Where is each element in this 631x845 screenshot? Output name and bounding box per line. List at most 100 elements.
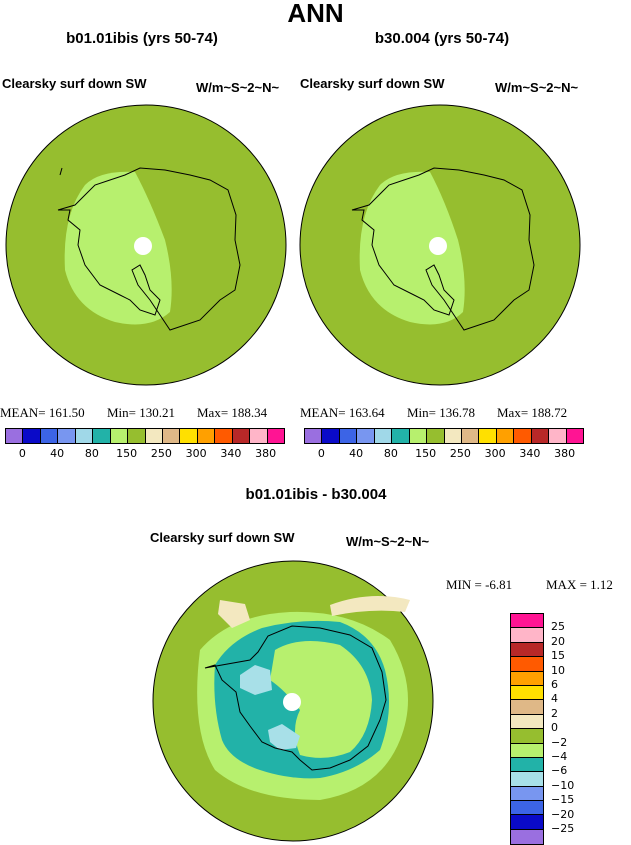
panel-1-title: b01.01ibis (yrs 50-74) <box>66 30 218 47</box>
diff-max: MAX = 1.12 <box>546 577 613 592</box>
colorbar-swatch <box>232 429 251 443</box>
diff-coastline <box>204 625 387 771</box>
panel-2-max: Max= 188.72 <box>497 405 568 420</box>
colorbar-diff-label: −15 <box>551 793 575 807</box>
colorbar-diff-label: −2 <box>551 735 568 749</box>
diff-tan-patch-2 <box>218 600 250 628</box>
panel-1-coastline <box>57 167 241 331</box>
panel-2-units: W/m~S~2~N~ <box>495 80 579 95</box>
colorbar-1-label: 150 <box>116 447 138 460</box>
colorbar-2 <box>304 428 584 444</box>
colorbar-swatch <box>427 429 445 443</box>
colorbar-swatch <box>180 429 198 443</box>
colorbar-1-label: 300 <box>185 447 207 460</box>
diff-subtitle: Clearsky surf down SW <box>150 530 295 545</box>
panel-2-title: b30.004 (yrs 50-74) <box>374 30 510 47</box>
colorbar-diff-swatch <box>511 743 543 758</box>
colorbar-swatch <box>267 429 284 443</box>
colorbar-diff-label: 0 <box>551 721 558 735</box>
colorbar-diff-label: 15 <box>551 649 565 663</box>
colorbar-2-label: 340 <box>519 447 541 460</box>
colorbar-diff-swatch <box>511 671 543 686</box>
colorbar-swatch <box>58 429 76 443</box>
colorbar-diff-swatch <box>511 829 543 845</box>
colorbar-swatch <box>549 429 567 443</box>
colorbar-diff-label: −20 <box>551 807 575 821</box>
colorbar-diff-label: 6 <box>551 678 558 691</box>
colorbar-swatch <box>357 429 375 443</box>
colorbar-2-label: 380 <box>554 447 576 460</box>
panel-1-light-region <box>64 171 172 325</box>
panel-1-mean: MEAN= 161.50 <box>0 405 85 420</box>
colorbar-diff-label: 25 <box>551 620 565 634</box>
panel-2-mean: MEAN= 163.64 <box>300 405 385 420</box>
colorbar-swatch <box>496 429 515 443</box>
panel-2-min: Min= 136.78 <box>407 405 476 420</box>
colorbar-swatch <box>215 429 233 443</box>
colorbar-2-label: 40 <box>349 447 364 460</box>
colorbar-swatch <box>514 429 532 443</box>
colorbar-swatch <box>531 429 550 443</box>
colorbar-1-label: 340 <box>220 447 242 460</box>
colorbar-swatch <box>110 429 129 443</box>
colorbar-diff-swatch <box>511 757 543 773</box>
colorbar-swatch <box>444 429 462 443</box>
colorbar-swatch <box>93 429 111 443</box>
colorbar-swatch <box>40 429 59 443</box>
colorbar-2-label: 150 <box>415 447 437 460</box>
colorbar-swatch <box>23 429 41 443</box>
colorbar-swatch <box>197 429 216 443</box>
colorbar-diff-label: 4 <box>551 692 558 706</box>
colorbar-diff-swatch <box>511 657 543 672</box>
colorbar-diff-swatch <box>511 815 543 830</box>
panel-2-pole-hole <box>429 237 447 255</box>
diff-units: W/m~S~2~N~ <box>346 534 430 549</box>
colorbar-swatch <box>374 429 393 443</box>
colorbar-swatch <box>566 429 583 443</box>
colorbar-swatch <box>145 429 163 443</box>
colorbar-1-label: 40 <box>50 447 65 460</box>
colorbar-diff-label: −6 <box>551 764 568 778</box>
colorbar-swatch <box>392 429 410 443</box>
colorbar-swatch <box>339 429 358 443</box>
colorbar-diff-swatch <box>511 801 543 816</box>
colorbar-2-label: 250 <box>449 447 471 460</box>
panel-1-pole-hole <box>134 237 152 255</box>
colorbar-diff-swatch <box>511 772 543 787</box>
diff-title: b01.01ibis - b30.004 <box>245 486 387 503</box>
colorbar-1-label: 380 <box>255 447 277 460</box>
colorbar-1-label: 80 <box>84 447 99 460</box>
diff-cyan-patch-2 <box>268 724 300 750</box>
page-title: ANN <box>287 0 344 28</box>
colorbar-1-label: 250 <box>150 447 172 460</box>
colorbar-swatch <box>162 429 181 443</box>
colorbar-diff-swatch <box>511 786 543 802</box>
colorbar-diff-swatch <box>511 628 543 643</box>
panel-1-units: W/m~S~2~N~ <box>196 80 280 95</box>
colorbar-swatch <box>75 429 94 443</box>
colorbar-diff-swatch <box>511 714 543 730</box>
colorbar-swatch <box>409 429 428 443</box>
colorbar-diff-swatch <box>511 685 543 701</box>
colorbar-diff-label: 20 <box>551 634 565 648</box>
diff-tan-patch-1 <box>330 596 410 616</box>
colorbar-diff-swatch <box>511 729 543 744</box>
colorbar-2-label: 300 <box>484 447 506 460</box>
panel-2-subtitle: Clearsky surf down SW <box>300 76 445 91</box>
colorbar-swatch <box>250 429 268 443</box>
colorbar-1-label: 0 <box>18 447 26 460</box>
colorbar-swatch <box>461 429 480 443</box>
colorbar-diff-swatch <box>511 614 543 629</box>
colorbar-swatch <box>322 429 340 443</box>
colorbar-diff-swatch <box>511 642 543 658</box>
colorbar-swatch <box>6 429 24 443</box>
diff-inner-light <box>270 641 372 758</box>
colorbar-swatch <box>479 429 497 443</box>
diff-cyan-patch-1 <box>240 665 272 695</box>
colorbar-swatch <box>128 429 146 443</box>
colorbar-diff-label: 2 <box>551 706 558 720</box>
diff-pole-hole <box>283 693 301 711</box>
